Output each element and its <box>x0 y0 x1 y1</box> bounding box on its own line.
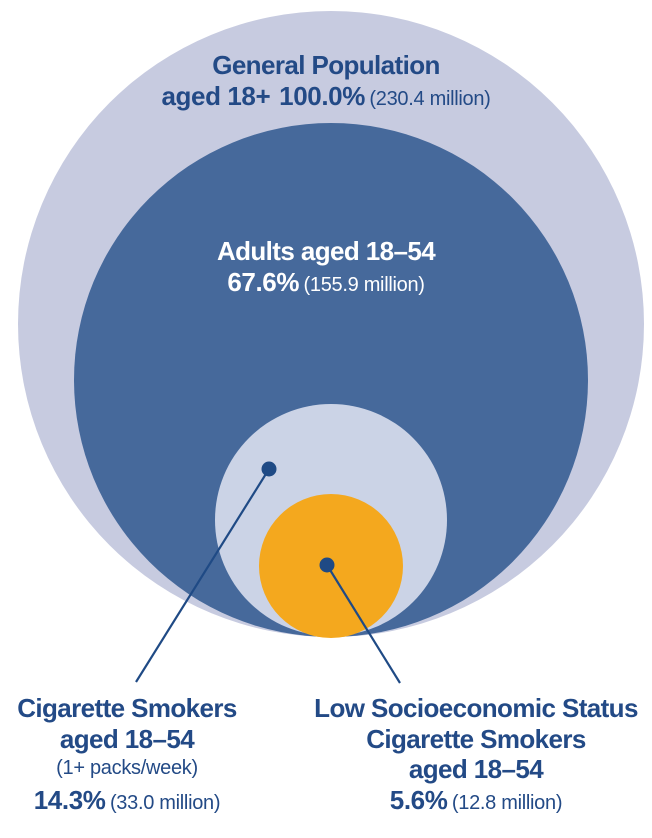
cigarette-smokers-title-line2: aged 18–54 <box>59 723 195 754</box>
low-ses-smokers-title-line3: aged 18–54 <box>408 754 544 785</box>
general-population-title-line2: aged 18+ <box>161 80 271 111</box>
cigarette-smokers-title-line1: Cigarette Smokers <box>17 693 237 723</box>
low-ses-smokers-title-line1: Low Socioeconomic Status <box>314 693 638 723</box>
general-population-percent: 100.0% <box>279 80 365 111</box>
general-population-millions: (230.4 million) <box>369 87 491 110</box>
general-population-title: General Population <box>212 50 440 80</box>
adults-18-54-millions: (155.9 million) <box>303 273 425 296</box>
low-ses-smokers-title-line2: Cigarette Smokers <box>366 723 586 754</box>
cigarette-smokers-percent: 14.3% <box>33 784 106 815</box>
adults-18-54-circle <box>74 123 588 637</box>
low-ses-smokers-leader-line <box>326 564 401 684</box>
low-ses-smokers-label: Low Socioeconomic Status Cigarette Smoke… <box>300 693 652 816</box>
cigarette-smokers-note: (1+ packs/week) <box>56 757 198 780</box>
general-population-label: General Population aged 18+ 100.0% (230.… <box>126 50 526 111</box>
cigarette-smokers-leader-dot <box>261 461 277 477</box>
low-ses-smokers-percent: 5.6% <box>389 785 448 816</box>
adults-18-54-title: Adults aged 18–54 <box>216 236 436 266</box>
adults-18-54-percent: 67.6% <box>227 266 300 297</box>
cigarette-smokers-leader-line <box>135 468 270 683</box>
low-ses-smokers-millions: (12.8 million) <box>451 792 563 815</box>
cigarette-smokers-label: Cigarette Smokers aged 18–54 (1+ packs/w… <box>0 693 254 816</box>
cigarette-smokers-millions: (33.0 million) <box>109 791 221 814</box>
low-ses-smokers-leader-dot <box>319 557 335 573</box>
adults-18-54-label: Adults aged 18–54 67.6% (155.9 million) <box>126 236 526 297</box>
